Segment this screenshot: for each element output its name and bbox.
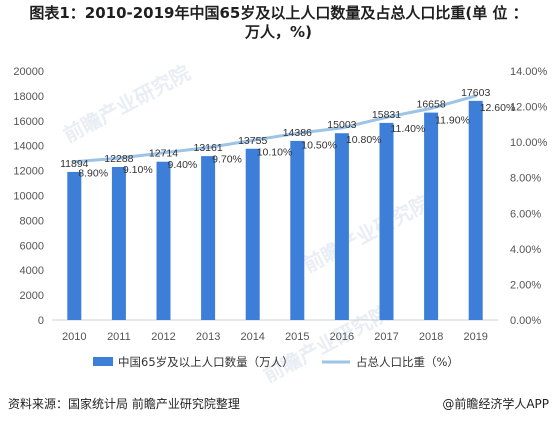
line-value-label: 11.40%	[391, 123, 426, 135]
watermark-text: 前瞻产业研究院	[259, 300, 394, 387]
y-right-tick-label: 2.00%	[510, 279, 541, 291]
y-left-tick-label: 6000	[20, 240, 44, 252]
chart-title-line2: 万人，%)	[245, 23, 312, 41]
bar-value-label: 12288	[104, 153, 133, 165]
bar	[334, 133, 349, 320]
legend-label-bars: 中国65岁及以上人口数量（万人）	[118, 355, 294, 369]
line-point	[340, 126, 344, 130]
bar	[245, 148, 260, 320]
bar-value-label: 17603	[461, 87, 490, 99]
bar-value-label: 11894	[60, 158, 89, 170]
bar	[468, 100, 483, 320]
y-right-tick-label: 6.00%	[510, 208, 541, 220]
bar	[67, 171, 82, 320]
y-left-tick-label: 16000	[13, 116, 44, 128]
y-left-tick-label: 8000	[20, 215, 44, 227]
x-tick-label: 2010	[62, 331, 86, 343]
line-point	[72, 160, 76, 164]
x-tick-label: 2013	[196, 331, 220, 343]
y-left-tick-label: 10000	[13, 191, 44, 203]
line-value-label: 10.10%	[257, 146, 293, 158]
bar	[111, 167, 126, 320]
x-tick-label: 2019	[463, 331, 487, 343]
bar-value-label: 13161	[193, 142, 222, 154]
y-left-tick-label: 0	[38, 315, 44, 327]
x-tick-label: 2011	[107, 331, 131, 343]
x-tick-label: 2018	[419, 331, 443, 343]
bar-value-label: 15831	[372, 109, 401, 121]
y-left-tick-label: 2000	[20, 290, 44, 302]
bar	[379, 122, 394, 320]
y-right-tick-label: 10.00%	[510, 137, 548, 149]
line-value-label: 12.60%	[480, 102, 516, 114]
legend-swatch-bars	[93, 357, 113, 366]
x-tick-label: 2017	[374, 331, 398, 343]
line-value-label: 9.70%	[212, 153, 242, 165]
line-point	[251, 138, 255, 142]
line-value-label: 10.50%	[301, 139, 337, 151]
y-left-tick-label: 12000	[13, 166, 44, 178]
legend: 中国65岁及以上人口数量（万人） 占总人口比重（%）	[93, 355, 459, 369]
line-point	[117, 156, 121, 160]
axes: 0 2000 4000 6000 8000 10000 12000 14000 16000 180…	[13, 66, 547, 343]
line-point	[474, 94, 478, 98]
y-left-tick-label: 4000	[20, 265, 44, 277]
bar-value-label: 15003	[327, 119, 356, 131]
line-value-label: 10.80%	[346, 134, 382, 146]
line-value-label: 9.40%	[168, 159, 198, 171]
y-right-tick-label: 12.00%	[510, 102, 548, 114]
line-point	[206, 145, 210, 149]
ratio-line	[74, 94, 477, 164]
watermark-text: 前瞻产业研究院	[299, 190, 434, 277]
source-note: 资料来源：国家统计局 前瞻产业研究院整理	[8, 397, 240, 411]
data-labels: 11894 12288 12714 13161 13755 14386 15003 15831…	[60, 87, 515, 180]
line-point	[295, 131, 299, 135]
line-point	[385, 115, 388, 119]
bar-value-label: 12714	[149, 148, 178, 160]
legend-label-line: 占总人口比重（%）	[356, 355, 459, 369]
line-value-label: 9.10%	[123, 164, 153, 176]
brand-label: @前瞻经济学人APP	[442, 397, 549, 411]
x-tick-label: 2015	[285, 331, 309, 343]
bar	[201, 156, 216, 320]
y-right-tick-label: 14.00%	[510, 66, 548, 78]
bar	[290, 140, 305, 320]
bar	[156, 161, 171, 320]
chart-title: 图表1：2010-2019年中国65岁及以上人口数量及占总人口比重(单 位 ： …	[0, 4, 557, 42]
watermark-text: 前瞻产业研究院	[59, 60, 194, 147]
bar-series	[67, 100, 483, 320]
line-value-label: 8.90%	[78, 168, 108, 180]
bar-value-label: 16658	[416, 99, 445, 111]
x-tick-label: 2012	[151, 331, 175, 343]
y-right-tick-label: 8.00%	[510, 173, 541, 185]
line-point	[162, 151, 165, 155]
bar	[424, 112, 439, 320]
bar-value-label: 13755	[238, 135, 267, 147]
y-right-tick-label: 0.00%	[510, 315, 541, 327]
line-series	[72, 94, 478, 164]
line-value-label: 11.90%	[435, 114, 470, 126]
y-left-tick-label: 20000	[13, 66, 44, 78]
x-tick-label: 2014	[240, 331, 264, 343]
y-right-tick-label: 4.00%	[510, 244, 541, 256]
line-point	[429, 106, 433, 110]
y-left-tick-label: 14000	[13, 141, 44, 153]
bar-value-label: 14386	[283, 127, 312, 139]
x-tick-label: 2016	[330, 331, 354, 343]
chart-title-line1: 图表1：2010-2019年中国65岁及以上人口数量及占总人口比重(单 位 ：	[29, 4, 528, 22]
y-left-tick-label: 18000	[13, 91, 44, 103]
